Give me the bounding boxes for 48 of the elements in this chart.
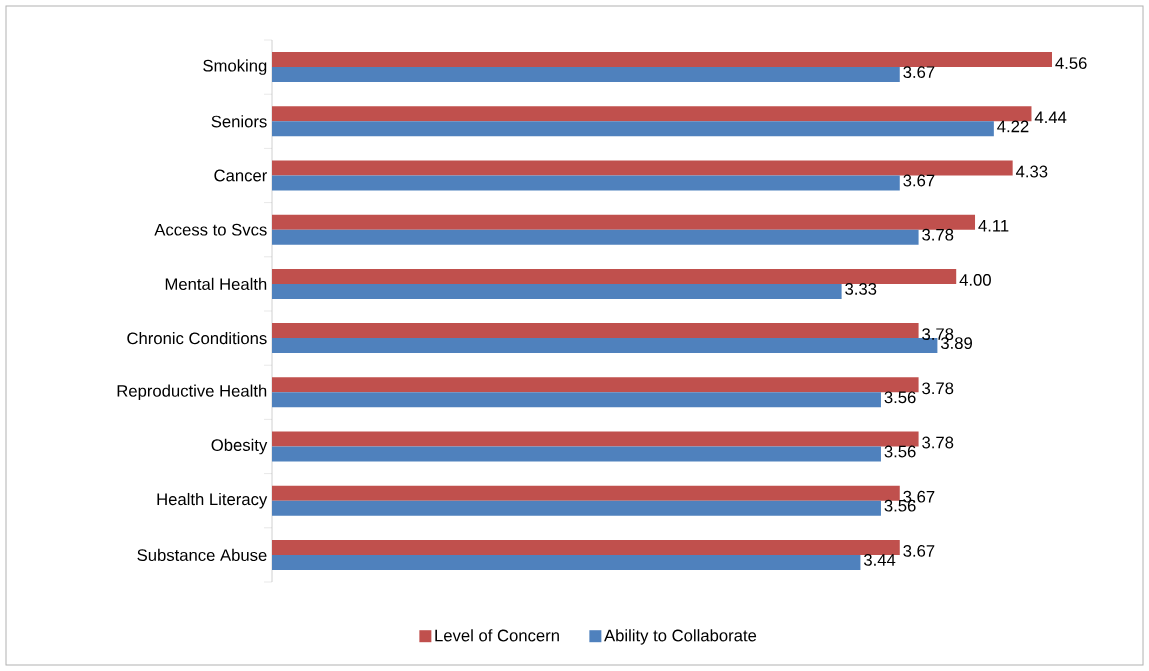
bar bbox=[272, 214, 976, 230]
data-label: 3.56 bbox=[884, 391, 916, 404]
data-label: 4.33 bbox=[1015, 165, 1048, 178]
data-label: 3.78 bbox=[922, 382, 954, 395]
bar bbox=[272, 500, 881, 516]
y-tick-label: Cancer bbox=[214, 169, 267, 182]
data-label: 3.78 bbox=[922, 436, 954, 449]
data-label: 3.78 bbox=[922, 228, 954, 241]
y-tick-label: Obesity bbox=[211, 438, 268, 455]
data-label: 4.56 bbox=[1055, 57, 1087, 70]
y-tick-label: Substance Abuse bbox=[137, 548, 267, 562]
data-label: 3.56 bbox=[884, 445, 916, 458]
data-label: 3.33 bbox=[845, 283, 877, 295]
bar bbox=[272, 283, 842, 299]
bar bbox=[272, 52, 1052, 68]
data-label: 3.67 bbox=[903, 545, 935, 557]
bar bbox=[272, 268, 957, 284]
y-tick-label: Seniors bbox=[211, 115, 267, 128]
bar bbox=[272, 392, 881, 408]
data-label: 3.67 bbox=[903, 174, 935, 187]
y-tick-label: Mental Health bbox=[165, 277, 267, 291]
data-label: 4.44 bbox=[1034, 111, 1067, 124]
bar bbox=[272, 106, 1032, 122]
y-tick-label: Smoking bbox=[203, 59, 267, 75]
data-label: 4.00 bbox=[959, 274, 991, 286]
y-tick-label: Access to Svcs bbox=[154, 223, 267, 236]
y-tick-label: Health Literacy bbox=[157, 492, 268, 509]
bar bbox=[272, 175, 900, 191]
bar bbox=[272, 377, 919, 393]
bar bbox=[272, 485, 900, 501]
data-label: 3.67 bbox=[903, 66, 935, 79]
bar bbox=[272, 323, 919, 339]
bar bbox=[272, 431, 919, 447]
bar bbox=[272, 554, 861, 570]
bar bbox=[272, 539, 900, 555]
legend-label: Ability to Collaborate bbox=[604, 629, 757, 645]
data-label: 3.44 bbox=[863, 554, 896, 566]
y-tick-label: Reproductive Health bbox=[117, 384, 267, 401]
bar bbox=[272, 338, 938, 354]
bar bbox=[272, 446, 881, 462]
data-label: 4.11 bbox=[978, 219, 1009, 232]
bar bbox=[272, 67, 900, 83]
bar bbox=[272, 121, 994, 137]
data-label: 4.22 bbox=[997, 120, 1029, 133]
y-tick-label: Chronic Conditions bbox=[127, 331, 267, 345]
bar bbox=[272, 160, 1013, 176]
bar bbox=[272, 229, 919, 245]
legend-label: Level of Concern bbox=[435, 629, 559, 642]
